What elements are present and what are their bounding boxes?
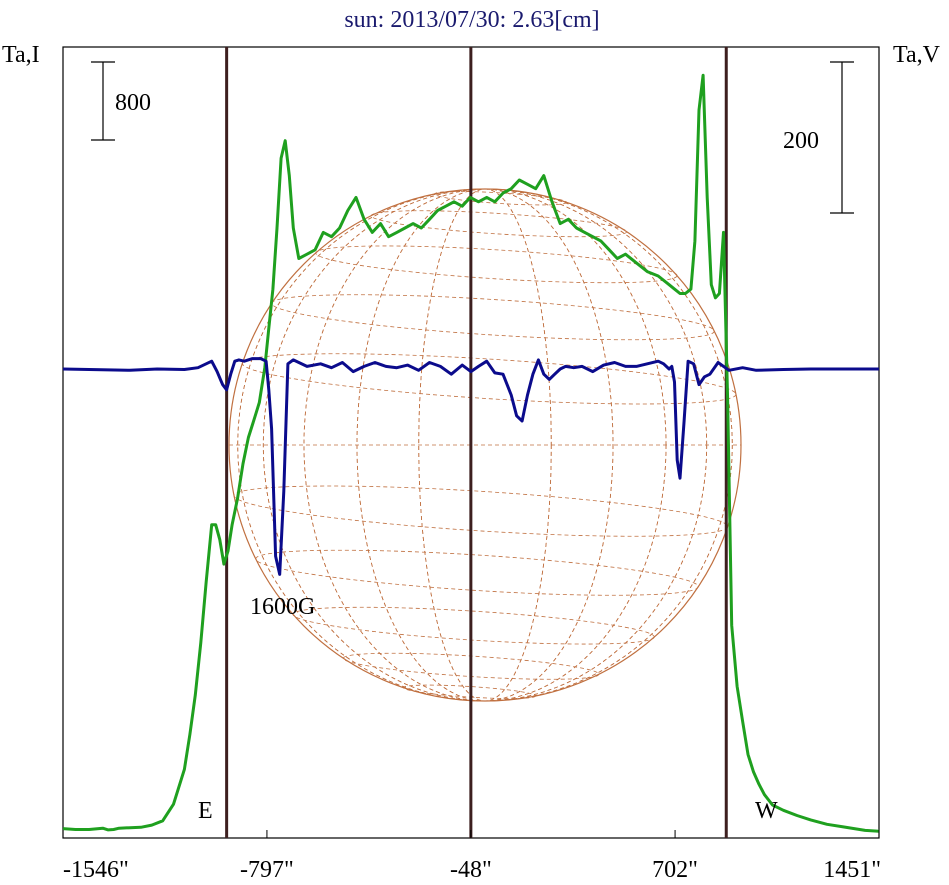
scale-bar-polarization (830, 61, 854, 214)
x-tick-label: -1546" (63, 857, 129, 883)
latitude-line (271, 294, 715, 341)
latitude-line (255, 549, 699, 596)
west-label: W (755, 798, 778, 824)
chart-title: sun: 2013/07/30: 2.63[cm] (344, 7, 599, 33)
right-axis-label: Ta,V (893, 42, 941, 68)
scale-bar-polarization-label: 200 (783, 128, 819, 154)
x-tick-label: -48" (450, 857, 492, 883)
longitude-line (262, 188, 708, 702)
east-label: E (198, 798, 213, 824)
data-series (62, 73, 880, 833)
x-axis-ticks: -1546" -797" -48" 702" 1451" (62, 830, 881, 883)
latitude-line (292, 606, 655, 645)
x-tick-label: 702" (652, 857, 698, 883)
vertical-markers (225, 47, 728, 838)
scale-bar-intensity-label: 800 (115, 90, 151, 116)
intensity-series-line (62, 73, 880, 833)
scale-bar-intensity (91, 61, 115, 141)
solar-disk-grid (228, 188, 742, 702)
x-tick-label: -797" (240, 857, 294, 883)
x-tick-label: 1451" (823, 857, 881, 883)
field-strength-label: 1600G (250, 594, 315, 620)
latitude-line (315, 245, 678, 284)
polarization-series-line (62, 357, 879, 576)
left-axis-label: Ta,I (2, 42, 40, 68)
longitude-line (237, 188, 733, 702)
latitude-line (241, 353, 737, 405)
